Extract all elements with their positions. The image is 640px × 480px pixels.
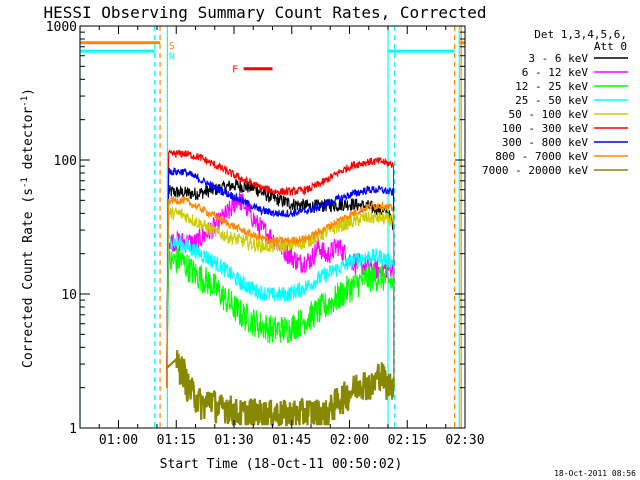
y-label-part-3: ) <box>21 88 36 96</box>
x-tick-label-5: 02:15 <box>388 433 427 448</box>
series-line-300-800kev <box>166 167 395 388</box>
legend-label-6: 300 - 800 keV <box>502 136 588 149</box>
x-axis-label: Start Time (18-Oct-11 00:50:02) <box>160 457 403 472</box>
x-tick-label-4: 02:00 <box>330 433 369 448</box>
y-label-sup-2: -1 <box>20 96 30 107</box>
x-tick-label-3: 01:45 <box>272 433 311 448</box>
legend-title-0: Det 1,3,4,5,6, <box>534 28 627 41</box>
legend-label-7: 800 - 7000 keV <box>495 150 588 163</box>
x-tick-label-2: 01:30 <box>214 433 253 448</box>
y-tick-label-1: 10 <box>61 288 77 303</box>
y-tick-label-2: 100 <box>54 154 77 169</box>
y-label-part-1: Corrected Count Rate (s <box>21 188 36 368</box>
timestamp: 18-Oct-2011 08:56 <box>554 469 636 478</box>
legend-label-4: 50 - 100 keV <box>509 108 589 121</box>
y-label-part-2: detector <box>21 107 36 178</box>
legend-label-1: 6 - 12 keV <box>522 66 589 79</box>
axes: SN F 01:00 01:15 01:30 01:45 02:00 02:15 02:30 1 1… <box>46 20 485 448</box>
flag-label-s: S <box>169 41 175 52</box>
legend-label-8: 7000 - 20000 keV <box>482 164 588 177</box>
y-tick-label-3: 1000 <box>46 20 77 35</box>
series-line-3-6kev <box>166 179 395 388</box>
orbit-flags <box>79 26 465 428</box>
legend-label-0: 3 - 6 keV <box>528 52 588 65</box>
plot-frame <box>79 25 466 429</box>
y-tick-label-0: 1 <box>69 422 77 437</box>
plot-area <box>165 149 395 427</box>
flag-label-n: N <box>169 52 175 63</box>
series-line-800-7000kev <box>166 196 395 388</box>
legend-label-5: 100 - 300 keV <box>502 122 588 135</box>
legend-label-3: 25 - 50 keV <box>515 94 588 107</box>
series-line-25-50kev <box>166 234 395 388</box>
series-line-100-300kev <box>166 149 395 388</box>
x-tick-label-6: 02:30 <box>445 433 484 448</box>
y-label-sup-1: -1 <box>20 177 30 188</box>
x-tick-label-1: 01:15 <box>157 433 196 448</box>
flag-label-f: F <box>232 65 238 76</box>
legend-label-2: 12 - 25 keV <box>515 80 588 93</box>
x-tick-label-0: 01:00 <box>99 433 138 448</box>
series-line-7000-20000kev <box>165 350 395 427</box>
legend-title-1: Att 0 <box>594 40 627 53</box>
chart-title: HESSI Observing Summary Count Rates, Cor… <box>43 3 486 22</box>
y-axis-label: Corrected Count Rate (s-1 detector-1) <box>20 88 36 368</box>
series-line-12-25kev <box>166 247 395 388</box>
